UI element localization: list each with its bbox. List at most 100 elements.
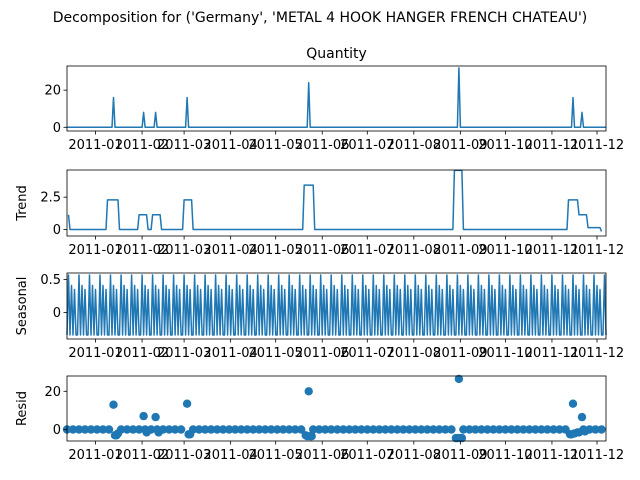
resid-point: [457, 433, 467, 443]
resid-point: [142, 428, 151, 437]
resid-point: [151, 412, 160, 422]
x-tick-label: 2011-02: [115, 448, 169, 463]
subplot-title: Quantity: [306, 46, 367, 62]
resid-point: [405, 425, 414, 434]
resid-point: [435, 425, 444, 434]
resid-point: [387, 425, 396, 434]
resid-point: [580, 427, 590, 436]
resid-point: [185, 430, 195, 439]
x-tick-label: 2011-02: [115, 138, 169, 153]
series-line: [66, 274, 607, 336]
resid-point: [345, 425, 354, 434]
x-tick-label: 2011-11: [525, 346, 579, 361]
resid-point: [531, 425, 540, 434]
resid-point: [225, 425, 234, 434]
resid-point: [285, 425, 294, 434]
resid-point: [170, 425, 180, 434]
resid-point: [363, 425, 372, 434]
resid-point: [139, 411, 148, 421]
x-tick-label: 2011-06: [295, 138, 349, 153]
x-tick-label: 2011-07: [340, 448, 394, 463]
x-tick-label: 2011-05: [249, 243, 303, 258]
resid-point: [279, 425, 288, 434]
resid-point: [267, 425, 276, 434]
resid-point: [519, 425, 528, 434]
resid-point: [537, 425, 546, 434]
x-tick-label: 2011-12: [570, 346, 624, 361]
x-tick-label: 2011-02: [115, 243, 169, 258]
resid-point: [495, 425, 504, 434]
series-line: [67, 67, 606, 129]
resid-point: [86, 425, 96, 434]
y-tick-label: 0: [53, 306, 61, 321]
x-tick-label: 2011-09: [433, 346, 487, 361]
x-tick-label: 2011-07: [340, 138, 394, 153]
x-tick-label: 2011-06: [295, 448, 349, 463]
resid-point: [98, 425, 108, 434]
x-tick-label: 2011-04: [203, 243, 257, 258]
x-tick-label: 2011-04: [203, 448, 257, 463]
resid-point: [357, 425, 366, 434]
x-tick-label: 2011-04: [203, 346, 257, 361]
x-tick-label: 2011-08: [387, 243, 441, 258]
resid-point: [489, 425, 498, 434]
resid-point: [249, 425, 258, 434]
resid-point: [68, 425, 78, 434]
x-tick-label: 2011-12: [570, 448, 624, 463]
resid-point: [212, 425, 222, 434]
axes-frame: [66, 375, 607, 442]
resid-point: [477, 425, 486, 434]
x-tick-label: 2011-03: [157, 243, 211, 258]
resid-point: [231, 425, 240, 434]
resid-point: [441, 425, 450, 434]
resid-point: [304, 387, 313, 396]
x-tick-label: 2011-01: [68, 138, 122, 153]
resid-point: [92, 425, 102, 434]
x-tick-label: 2011-09: [433, 448, 487, 463]
resid-point: [549, 425, 558, 434]
resid-point: [321, 425, 330, 434]
x-tick-label: 2011-10: [478, 346, 532, 361]
resid-point: [471, 425, 480, 434]
x-tick-label: 2011-05: [249, 346, 303, 361]
x-tick-label: 2011-09: [433, 243, 487, 258]
x-tick-label: 2011-02: [115, 346, 169, 361]
y-tick-label: 20: [44, 84, 61, 99]
x-tick-label: 2011-01: [68, 346, 122, 361]
resid-point: [80, 425, 90, 434]
resid-point: [261, 425, 270, 434]
x-tick-label: 2011-11: [525, 448, 579, 463]
x-tick-label: 2011-10: [478, 448, 532, 463]
resid-point: [104, 425, 114, 434]
resid-point: [525, 425, 534, 434]
resid-point: [454, 374, 464, 384]
x-tick-label: 2011-01: [68, 243, 122, 258]
resid-point: [273, 425, 282, 434]
resid-point: [218, 425, 228, 434]
resid-point: [483, 425, 492, 434]
resid-point: [555, 425, 564, 434]
x-tick-label: 2011-06: [295, 346, 349, 361]
resid-point: [307, 432, 316, 441]
resid-point: [543, 425, 552, 434]
resid-point: [411, 425, 420, 434]
resid-point: [122, 425, 132, 434]
resid-point: [194, 425, 204, 434]
resid-point: [200, 425, 210, 434]
resid-point: [128, 425, 138, 434]
x-tick-label: 2011-10: [478, 243, 532, 258]
resid-point: [577, 412, 587, 422]
resid-point: [206, 425, 216, 434]
x-tick-label: 2011-12: [570, 138, 624, 153]
y-tick-label: 0: [53, 121, 61, 136]
resid-point: [237, 425, 246, 434]
x-tick-label: 2011-09: [433, 138, 487, 153]
resid-point: [315, 425, 324, 434]
resid-point: [375, 425, 384, 434]
resid-point: [597, 425, 606, 434]
resid-point: [429, 425, 438, 434]
resid-point: [327, 425, 336, 434]
resid-point: [351, 425, 360, 434]
panel-3: 00.52011-012011-022011-032011-042011-052…: [15, 272, 624, 361]
figure-suptitle: Decomposition for ('Germany', 'METAL 4 H…: [53, 10, 588, 26]
